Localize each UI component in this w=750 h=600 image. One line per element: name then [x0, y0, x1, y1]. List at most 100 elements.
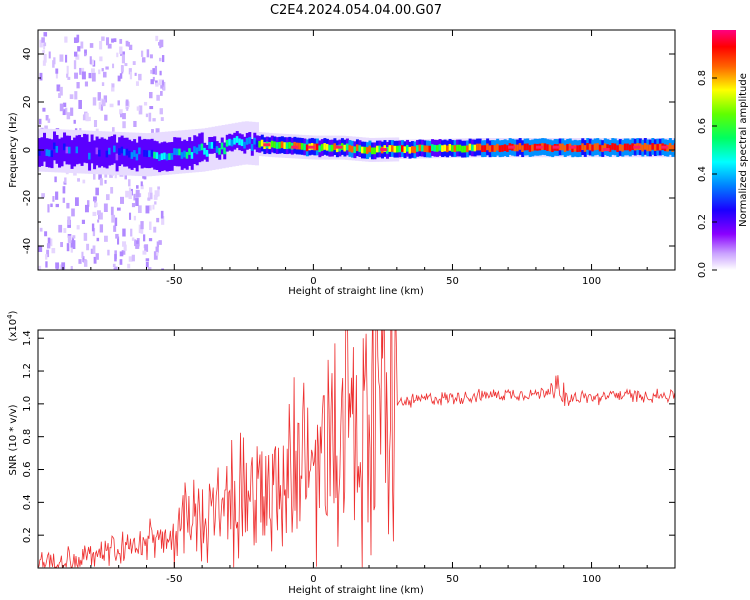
spectrogram-xtick-label: 100: [582, 276, 601, 287]
spectrogram-ridge-core: [491, 145, 495, 152]
snr-xlabel: Height of straight line (km): [288, 585, 424, 596]
spectrogram-ridge-core: [533, 143, 537, 151]
spectrogram-speckle: [160, 210, 164, 219]
spectrogram-speckle: [119, 113, 124, 118]
spectrogram-ridge-core: [471, 144, 475, 152]
spectrogram-speckle: [156, 251, 159, 256]
spectrogram-speckle: [64, 36, 68, 43]
spectrogram-speckle: [98, 102, 101, 110]
spectrogram-speckle: [52, 196, 55, 202]
spectrogram-ridge-core: [38, 149, 41, 156]
spectrogram-speckle: [76, 34, 80, 43]
spectrogram-ridge-core: [648, 144, 652, 152]
spectrogram-speckle: [92, 211, 97, 217]
spectrogram-speckle: [84, 204, 89, 213]
spectrogram-ridge-core: [288, 141, 292, 149]
spectrogram-ytick-label: 0: [22, 147, 33, 153]
spectrogram-speckle: [149, 192, 153, 200]
spectrogram-ridge-core: [421, 144, 425, 152]
spectrogram-speckle: [145, 258, 150, 262]
spectrogram-ridge-core: [105, 150, 109, 158]
spectrogram-ridge-core: [343, 144, 347, 152]
spectrogram-ridge-core: [518, 143, 522, 150]
spectrogram-ridge-core: [583, 145, 587, 152]
snr-ytick-label: 1.2: [22, 363, 33, 379]
spectrogram-ridge-core: [220, 142, 224, 150]
spectrogram-speckle: [95, 187, 99, 196]
spectrogram-ridge-core: [70, 151, 74, 158]
spectrogram-speckle: [97, 92, 102, 101]
spectrogram-ridge-core: [448, 144, 452, 151]
spectrogram-speckle: [125, 99, 129, 106]
spectrogram-speckle: [72, 235, 76, 239]
spectrogram-speckle: [161, 268, 164, 270]
spectrogram-speckle: [161, 215, 165, 225]
snr-xtick-label: 50: [446, 574, 459, 585]
spectrogram-ridge-core: [611, 143, 615, 150]
spectrogram-speckle: [91, 68, 95, 73]
colorbar-gradient: [712, 30, 736, 270]
colorbar-tick-label: 0.2: [697, 214, 708, 230]
spectrogram-ylabel: Frequency (Hz): [8, 112, 19, 188]
spectrogram-ridge-core: [215, 146, 219, 153]
spectrogram-speckle: [55, 70, 58, 79]
spectrogram-speckle: [112, 263, 116, 268]
spectrogram-speckle: [65, 54, 68, 63]
spectrogram-ridge-core: [403, 146, 407, 154]
spectrogram-speckle: [113, 267, 118, 270]
spectrogram-speckle: [73, 51, 78, 57]
spectrogram-ridge-core: [303, 143, 307, 151]
spectrogram-ridge-core: [40, 148, 44, 155]
spectrogram-speckle: [157, 189, 160, 197]
spectrogram-speckle: [103, 95, 108, 103]
spectrogram-ridge-core: [50, 150, 54, 158]
spectrogram-speckle: [91, 72, 96, 82]
spectrogram-speckle: [140, 181, 143, 187]
spectrogram-ridge-core: [65, 146, 69, 154]
spectrogram-speckle: [133, 120, 137, 127]
snr-line-layer: [38, 330, 675, 568]
spectrogram-ridge-core: [45, 149, 49, 156]
colorbar: 0.0 0.2 0.4 0.6 0.8 Normalized spectral ampl…: [697, 30, 749, 278]
colorbar-tick-label: 0.6: [697, 118, 708, 134]
spectrogram-ridge-core: [453, 145, 457, 152]
spectrogram-speckle: [92, 97, 97, 106]
spectrogram-speckle: [105, 194, 110, 201]
spectrogram-ridge-core: [133, 150, 137, 157]
spectrogram-ridge-core: [496, 143, 500, 151]
spectrogram-ridge-core: [323, 143, 327, 150]
spectrogram-ridge-core: [528, 145, 532, 152]
colorbar-tick-label: 0.0: [697, 262, 708, 278]
spectrogram-ridge-core: [258, 140, 262, 148]
spectrogram-speckle: [156, 217, 160, 223]
spectrogram-peak: [291, 145, 299, 149]
spectrogram-ridge-core: [378, 145, 382, 153]
spectrogram-ridge-core: [225, 139, 229, 147]
spectrogram-ridge-core: [656, 143, 660, 151]
spectrogram-ridge-core: [608, 145, 612, 152]
spectrogram-speckle: [43, 42, 47, 47]
spectrogram-ridge-core: [103, 149, 107, 157]
spectrogram-speckle: [47, 237, 51, 245]
spectrogram-speckle: [133, 193, 136, 201]
spectrogram-speckle: [90, 59, 94, 66]
spectrogram-speckle: [61, 262, 66, 270]
spectrogram-ridge-core: [626, 143, 630, 151]
spectrogram-ridge-core: [330, 144, 334, 152]
spectrogram-ridge-core: [593, 143, 597, 151]
spectrogram-speckle: [70, 265, 73, 270]
spectrogram-speckle: [152, 118, 156, 122]
spectrogram-speckle: [137, 205, 142, 214]
spectrogram-speckle: [77, 46, 81, 52]
spectrogram-speckle: [104, 114, 108, 121]
spectrogram-peak: [380, 148, 388, 152]
spectrogram-speckle: [95, 253, 99, 260]
spectrogram-speckle: [75, 54, 80, 60]
spectrogram-speckle: [105, 37, 110, 46]
spectrogram-ridge-core: [93, 151, 97, 159]
spectrogram-speckle: [80, 41, 84, 49]
spectrogram-ridge-core: [325, 143, 329, 151]
spectrogram-ridge-core: [561, 143, 565, 151]
spectrogram-speckle: [140, 184, 144, 190]
spectrogram-speckle: [119, 46, 123, 54]
